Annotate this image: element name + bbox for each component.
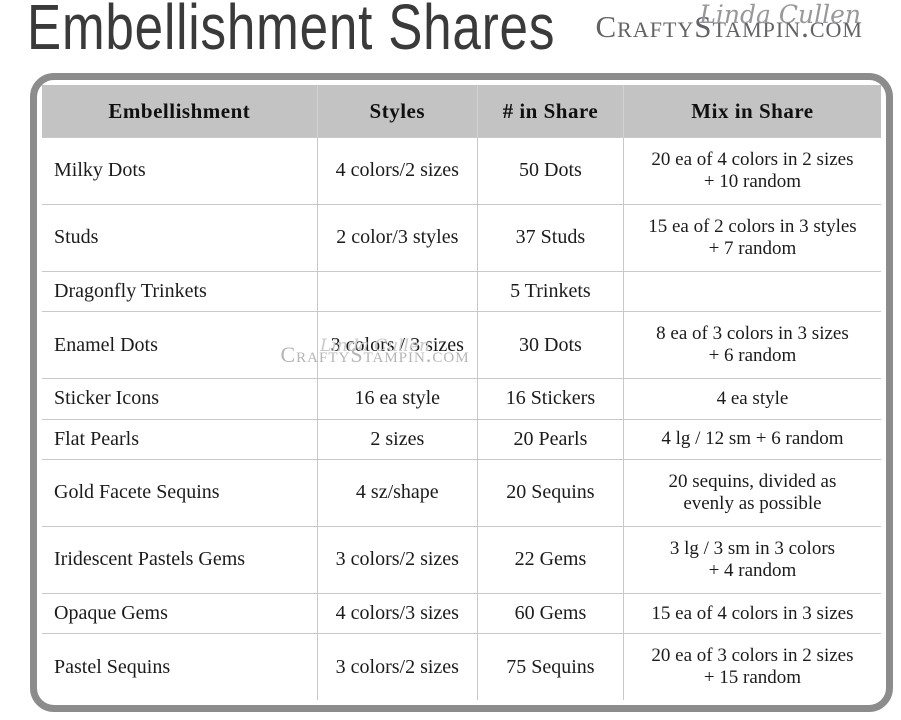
cell-count-in-share: 75 Sequins	[476, 633, 624, 700]
brand-logo: Linda Cullen CraftyStampin.com	[596, 2, 864, 42]
table-body: Milky Dots 4 colors/2 sizes 50 Dots 20 e…	[42, 137, 881, 700]
cell-count-in-share: 37 Studs	[476, 203, 624, 272]
cell-styles: 3 colors / 3 sizes	[316, 311, 478, 379]
cell-mix-in-share: 4 ea style	[622, 377, 881, 420]
cell-count-in-share: 20 Sequins	[476, 459, 624, 527]
cell-mix-in-share: 20 ea of 4 colors in 2 sizes + 10 random	[622, 137, 881, 205]
cell-mix-in-share: 15 ea of 4 colors in 3 sizes	[622, 592, 881, 634]
cell-mix-in-share	[622, 270, 881, 312]
cell-mix-in-share: 15 ea of 2 colors in 3 styles + 7 random	[622, 203, 881, 272]
table-row: Iridescent Pastels Gems 3 colors/2 sizes…	[42, 525, 881, 594]
header-row: Embellishment Styles # in Share Mix in S…	[42, 85, 881, 138]
cell-count-in-share: 20 Pearls	[476, 418, 624, 460]
column-header-mix-in-share: Mix in Share	[622, 85, 881, 138]
cell-embellishment: Opaque Gems	[42, 592, 318, 634]
table-row: Milky Dots 4 colors/2 sizes 50 Dots 20 e…	[42, 137, 881, 205]
cell-count-in-share: 60 Gems	[476, 592, 624, 634]
cell-styles: 4 colors/3 sizes	[316, 592, 478, 634]
cell-mix-in-share: 20 ea of 3 colors in 2 sizes + 15 random	[622, 633, 881, 700]
table-row: Opaque Gems 4 colors/3 sizes 60 Gems 15 …	[42, 592, 881, 634]
cell-count-in-share: 5 Trinkets	[476, 270, 624, 312]
cell-count-in-share: 30 Dots	[476, 311, 624, 379]
cell-count-in-share: 16 Stickers	[476, 377, 624, 420]
table-row: Enamel Dots 3 colors / 3 sizes 30 Dots 8…	[42, 311, 881, 379]
cell-styles: 2 color/3 styles	[316, 203, 478, 272]
cell-styles: 3 colors/2 sizes	[316, 633, 478, 700]
cell-mix-in-share: 4 lg / 12 sm + 6 random	[622, 418, 881, 460]
cell-embellishment: Pastel Sequins	[42, 633, 318, 700]
cell-embellishment: Milky Dots	[42, 137, 318, 205]
column-header-count-in-share: # in Share	[476, 85, 624, 138]
cell-embellishment: Iridescent Pastels Gems	[42, 525, 318, 594]
table-row: Studs 2 color/3 styles 37 Studs 15 ea of…	[42, 203, 881, 272]
cell-styles: 2 sizes	[316, 418, 478, 460]
table-row: Dragonfly Trinkets 5 Trinkets	[42, 270, 881, 312]
cell-count-in-share: 50 Dots	[476, 137, 624, 205]
logo-brand-text: CraftyStampin.com	[595, 9, 863, 44]
column-header-embellishment: Embellishment	[42, 85, 318, 138]
table-row: Flat Pearls 2 sizes 20 Pearls 4 lg / 12 …	[42, 418, 881, 460]
page-title: Embellishment Shares	[27, 0, 556, 63]
cell-styles: 16 ea style	[316, 377, 478, 420]
table-row: Gold Facete Sequins 4 sz/shape 20 Sequin…	[42, 459, 881, 527]
cell-styles: 4 sz/shape	[316, 459, 478, 527]
cell-embellishment: Flat Pearls	[42, 418, 318, 460]
cell-count-in-share: 22 Gems	[476, 525, 624, 594]
cell-embellishment: Enamel Dots	[42, 311, 318, 379]
column-header-styles: Styles	[316, 85, 478, 138]
cell-embellishment: Studs	[42, 203, 318, 272]
table-row: Sticker Icons 16 ea style 16 Stickers 4 …	[42, 377, 881, 420]
cell-styles: 3 colors/2 sizes	[316, 525, 478, 594]
cell-embellishment: Gold Facete Sequins	[42, 459, 318, 527]
embellishment-shares-table: Embellishment Styles # in Share Mix in S…	[30, 73, 893, 712]
cell-mix-in-share: 8 ea of 3 colors in 3 sizes + 6 random	[622, 311, 881, 379]
cell-styles: 4 colors/2 sizes	[316, 137, 478, 205]
cell-styles	[316, 270, 478, 312]
cell-embellishment: Dragonfly Trinkets	[42, 270, 318, 312]
table-row: Pastel Sequins 3 colors/2 sizes 75 Sequi…	[42, 633, 881, 700]
table-header: Embellishment Styles # in Share Mix in S…	[42, 85, 881, 138]
cell-mix-in-share: 20 sequins, divided as evenly as possibl…	[622, 459, 881, 527]
cell-mix-in-share: 3 lg / 3 sm in 3 colors + 4 random	[622, 525, 881, 594]
data-table: Embellishment Styles # in Share Mix in S…	[42, 85, 881, 700]
cell-embellishment: Sticker Icons	[42, 377, 318, 420]
logo-signature-text: Linda Cullen	[699, 0, 861, 29]
